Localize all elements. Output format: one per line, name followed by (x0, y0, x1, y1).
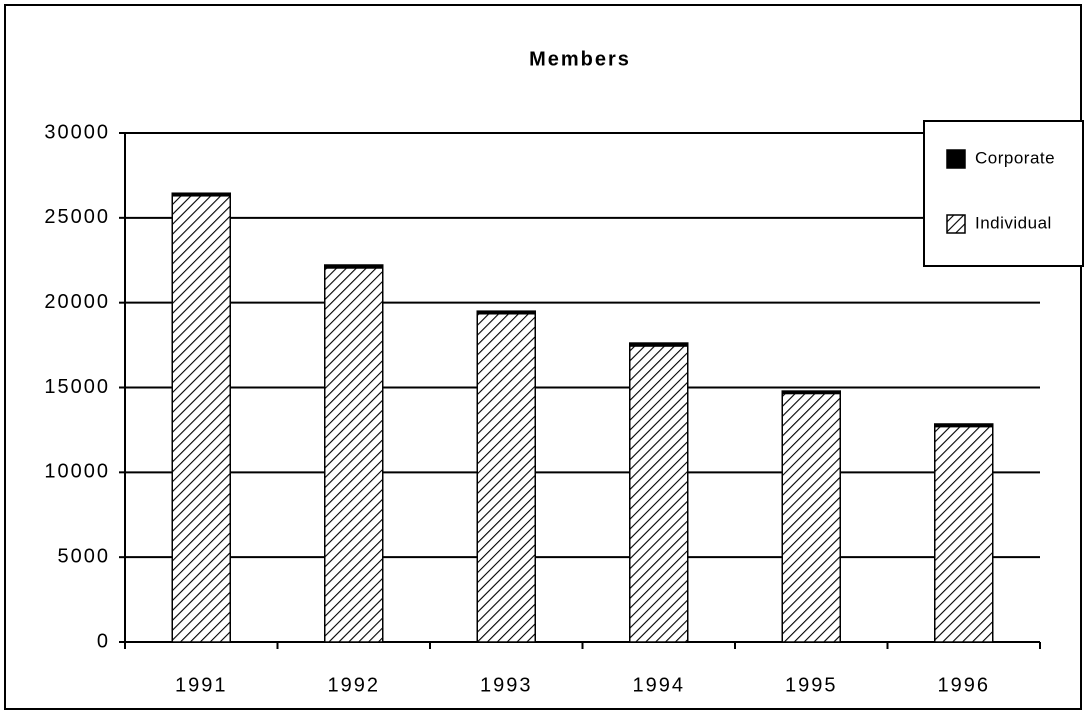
x-tick-label: 1992 (328, 674, 381, 696)
legend-swatch (946, 214, 966, 234)
x-tick-label: 1994 (633, 674, 686, 696)
x-tick-label: 1991 (175, 674, 228, 696)
bar-segment (629, 342, 689, 347)
bar-segment (781, 392, 841, 643)
bar-segment (171, 192, 231, 197)
y-tick-label: 5000 (58, 545, 111, 567)
bar-segment (781, 390, 841, 395)
legend-box (923, 120, 1084, 267)
y-tick-label: 0 (97, 630, 110, 652)
bar-segment (171, 195, 231, 643)
y-tick-label: 15000 (44, 376, 110, 398)
bar-segment (324, 264, 384, 269)
bar-segment (324, 267, 384, 643)
x-tick-label: 1996 (938, 674, 991, 696)
x-tick-label: 1995 (785, 674, 838, 696)
y-tick-label: 25000 (44, 206, 110, 228)
frame (4, 4, 1082, 710)
y-tick-label: 20000 (44, 291, 110, 313)
bar-segment (934, 425, 994, 643)
bar-segment (934, 423, 994, 428)
legend-label: Corporate (975, 148, 1055, 167)
legend-label: Individual (975, 213, 1052, 232)
chart-title: Members (529, 48, 631, 70)
y-tick-label: 10000 (44, 461, 110, 483)
x-tick-label: 1993 (480, 674, 533, 696)
bar-segment (629, 345, 689, 643)
y-tick-label: 30000 (44, 121, 110, 143)
legend-swatch (946, 149, 966, 169)
bar-segment (476, 312, 536, 643)
bar-segment (476, 310, 536, 315)
